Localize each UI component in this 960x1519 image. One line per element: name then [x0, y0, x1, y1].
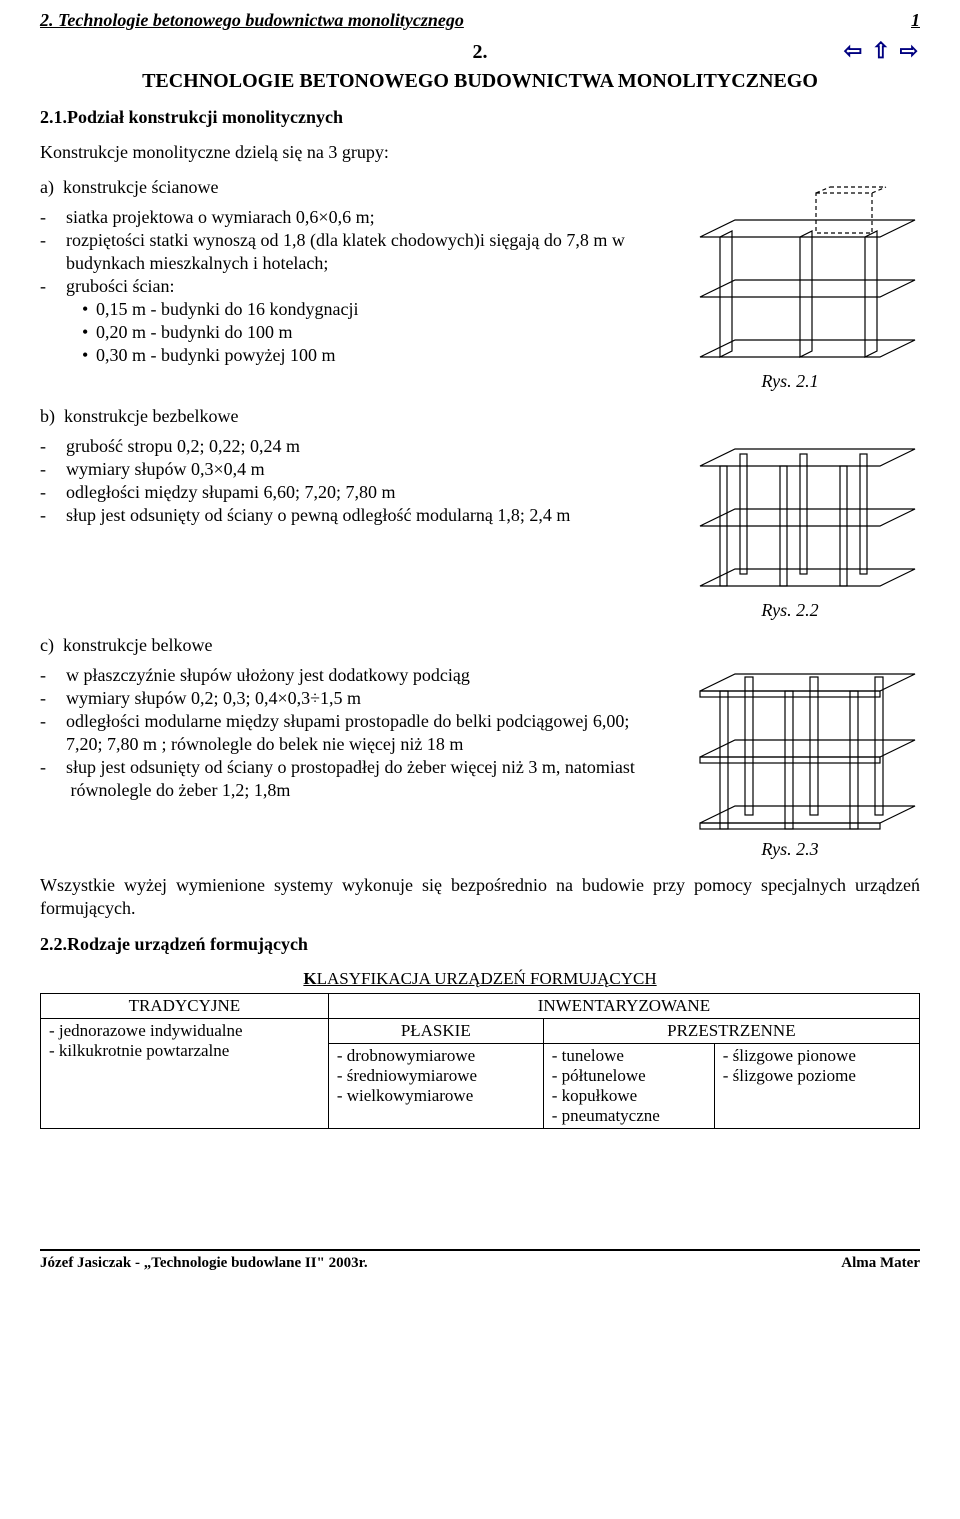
- list-item: wymiary słupów 0,3×0,4 m: [66, 458, 640, 481]
- page-number: 1: [911, 10, 920, 31]
- classification-title-bold: K: [303, 969, 316, 988]
- running-header: 2. Technologie betonowego budownictwa mo…: [40, 10, 920, 31]
- footer-left: Józef Jasiczak - „Technologie budowlane …: [40, 1255, 368, 1272]
- section-intro: Konstrukcje monolityczne dzielą się na 3…: [40, 142, 920, 163]
- classification-title-rest: LASYFIKACJA URZĄDZEŃ FORMUJĄCYCH: [317, 969, 657, 988]
- section-heading: 2.1.Podział konstrukcji monolitycznych: [40, 107, 920, 128]
- chapter-title: TECHNOLOGIE BETONOWEGO BUDOWNICTWA MONOL…: [40, 70, 920, 93]
- list-item: w płaszczyźnie słupów ułożony jest dodat…: [66, 664, 640, 687]
- table-header: INWENTARYZOWANE: [328, 994, 919, 1019]
- list-item: wymiary słupów 0,2; 0,3; 0,4×0,3÷1,5 m: [66, 687, 640, 710]
- figure-2-1: Rys. 2.1: [660, 177, 920, 392]
- nav-up-icon[interactable]: ⇧: [872, 38, 890, 63]
- table-header: TRADYCYJNE: [41, 994, 329, 1019]
- flat-slab-structure-icon: [690, 406, 920, 596]
- list-item: słup jest odsunięty od ściany o pewną od…: [66, 504, 640, 527]
- header-title: 2. Technologie betonowego budownictwa mo…: [40, 10, 464, 31]
- table-header: PRZESTRZENNE: [543, 1019, 919, 1044]
- figure-2-3: Rys. 2.3: [660, 635, 920, 860]
- footer-right: Alma Mater: [841, 1255, 920, 1272]
- figure-2-2: Rys. 2.2: [660, 406, 920, 621]
- table-cell: - jednorazowe indywidualne - kilkukrotni…: [41, 1019, 329, 1129]
- list-item-text: grubości ścian:: [66, 276, 174, 296]
- nav-forward-icon[interactable]: ⇨: [900, 38, 918, 63]
- footer: Józef Jasiczak - „Technologie budowlane …: [40, 1255, 920, 1272]
- list-item: grubości ścian: 0,15 m - budynki do 16 k…: [66, 275, 640, 367]
- wall-structure-icon: [690, 177, 920, 367]
- footer-divider: [40, 1249, 920, 1251]
- list-item: 0,20 m - budynki do 100 m: [96, 321, 640, 344]
- list-item: grubość stropu 0,2; 0,22; 0,24 m: [66, 435, 640, 458]
- list-item: odległości modularne między słupami pros…: [66, 710, 640, 756]
- classification-table: TRADYCYJNE INWENTARYZOWANE - jednorazowe…: [40, 993, 920, 1129]
- list-item: 0,30 m - budynki powyżej 100 m: [96, 344, 640, 367]
- figure-caption: Rys. 2.3: [660, 839, 920, 860]
- table-cell: - tunelowe - półtunelowe - kopułkowe - p…: [543, 1044, 714, 1129]
- section2-heading: 2.2.Rodzaje urządzeń formujących: [40, 934, 920, 955]
- table-cell: - ślizgowe pionowe - ślizgowe poziome: [714, 1044, 919, 1129]
- nav-back-icon[interactable]: ⇦: [844, 38, 862, 63]
- list-item: odległości między słupami 6,60; 7,20; 7,…: [66, 481, 640, 504]
- list-item: 0,15 m - budynki do 16 kondygnacji: [96, 298, 640, 321]
- subsection-c: c) konstrukcje belkowe w płaszczyźnie sł…: [40, 635, 920, 860]
- classification-title: KLASYFIKACJA URZĄDZEŃ FORMUJĄCYCH: [40, 969, 920, 989]
- subsection-c-label: c) konstrukcje belkowe: [40, 635, 640, 656]
- closing-paragraph: Wszystkie wyżej wymienione systemy wykon…: [40, 874, 920, 920]
- subsection-b: b) konstrukcje bezbelkowe grubość stropu…: [40, 406, 920, 621]
- figure-caption: Rys. 2.2: [660, 600, 920, 621]
- subsection-a-label: a) konstrukcje ścianowe: [40, 177, 640, 198]
- table-header: PŁASKIE: [328, 1019, 543, 1044]
- subsection-b-label: b) konstrukcje bezbelkowe: [40, 406, 640, 427]
- list-item: rozpiętości statki wynoszą od 1,8 (dla k…: [66, 229, 640, 275]
- figure-caption: Rys. 2.1: [660, 371, 920, 392]
- list-item: słup jest odsunięty od ściany o prostopa…: [66, 756, 640, 802]
- beam-structure-icon: [690, 635, 920, 835]
- subsection-a: a) konstrukcje ścianowe siatka projektow…: [40, 177, 920, 392]
- list-item: siatka projektowa o wymiarach 0,6×0,6 m;: [66, 206, 640, 229]
- table-cell: - drobnowymiarowe - średniowymiarowe - w…: [328, 1044, 543, 1129]
